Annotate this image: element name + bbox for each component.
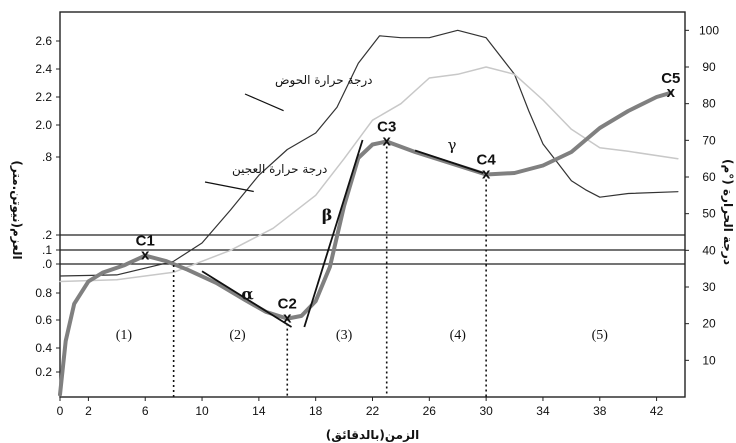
x-axis-title: الزمن(بالدقائق)	[326, 428, 419, 442]
point-label-c5: C5	[661, 70, 680, 87]
y-left-tick-label: 2.4	[35, 62, 52, 76]
slope-label-gamma: γ	[448, 136, 457, 154]
x-tick-label: 6	[142, 404, 149, 418]
y-left-tick-label: 2.0	[35, 118, 52, 132]
point-label-c2: C2	[278, 296, 297, 313]
point-label-c3: C3	[377, 119, 396, 136]
y-left-tick-label: .1	[42, 243, 52, 257]
y-right-axis-title: درجة الحرارة (°م)	[720, 159, 735, 265]
annotation-arrow-dough	[205, 182, 254, 192]
y-right-tick-label: 50	[702, 207, 716, 221]
phase-label: (5)	[592, 328, 609, 343]
y-right-tick-label: 30	[702, 280, 716, 294]
x-tick-label: 34	[536, 404, 550, 418]
y-left-tick-label: 2.6	[35, 34, 52, 48]
x-tick-label: 22	[366, 404, 380, 418]
point-label-c1: C1	[136, 233, 155, 250]
y-left-tick-label: .0	[42, 257, 52, 271]
y-right-tick-label: 60	[702, 170, 716, 184]
x-tick-label: 38	[593, 404, 607, 418]
x-tick-label: 14	[252, 404, 266, 418]
phase-label: (1)	[116, 328, 133, 343]
x-tick-label: 18	[309, 404, 323, 418]
y-right-tick-label: 40	[702, 243, 716, 257]
y-left-tick-label: .8	[42, 150, 52, 164]
y-right-tick-label: 70	[702, 133, 716, 147]
y-right-tick-label: 20	[702, 317, 716, 331]
y-left-tick-label: 0.2	[35, 365, 52, 379]
annotation-arrow-bath	[245, 94, 284, 111]
x-tick-label: 0	[57, 404, 64, 418]
x-tick-label: 42	[650, 404, 664, 418]
x-tick-label: 26	[423, 404, 437, 418]
y-right-tick-label: 80	[702, 97, 716, 111]
phase-label: (3)	[336, 328, 353, 343]
y-left-tick-label: 0.8	[35, 286, 52, 300]
phase-label: (2)	[229, 328, 246, 343]
annotation-dough-temperature: درجة حرارة العجين	[232, 162, 327, 177]
x-tick-label: 2	[85, 404, 92, 418]
y-right-tick-label: 10	[702, 353, 716, 367]
annotation-bath-temperature: درجة حرارة الحوض	[275, 73, 373, 88]
y-right-tick-label: 100	[699, 23, 719, 37]
y-left-tick-label: 0.6	[35, 313, 52, 327]
point-label-c4: C4	[477, 152, 497, 169]
y-left-tick-label: 2.2	[35, 90, 52, 104]
slope-label-beta: β	[322, 205, 333, 224]
slope-label-alpha: α	[241, 285, 253, 304]
y-left-tick-label: 0.4	[35, 341, 52, 355]
x-tick-label: 30	[479, 404, 493, 418]
x-tick-label: 10	[195, 404, 209, 418]
y-left-tick-label: .2	[42, 228, 52, 242]
phase-label: (4)	[450, 328, 467, 343]
y-right-tick-label: 90	[702, 60, 716, 74]
y-left-axis-title: العزم(نيوتن.متر)	[9, 160, 24, 259]
